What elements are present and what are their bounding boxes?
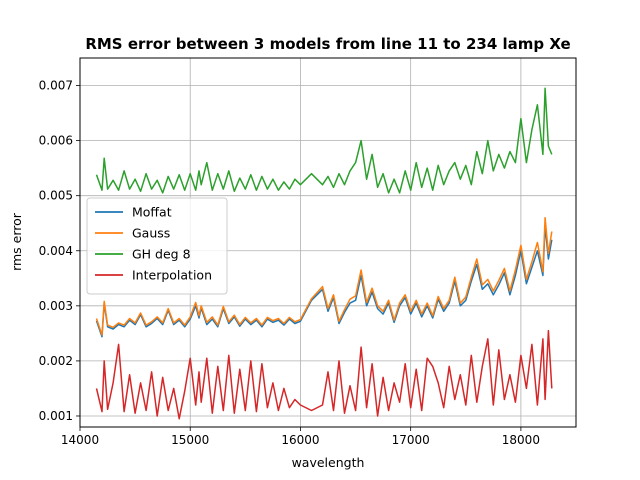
y-tick-label: 0.005 (39, 189, 73, 203)
y-tick-label: 0.003 (39, 299, 73, 313)
legend-label-moffat: Moffat (132, 205, 172, 220)
plot-frame (79, 57, 577, 428)
series-line-gauss (95, 216, 553, 336)
x-tick-label: 17000 (392, 433, 430, 447)
series-line-gh-deg-8 (95, 87, 553, 194)
chart-title: RMS error between 3 models from line 11 … (85, 35, 570, 53)
y-tick-label: 0.006 (39, 134, 73, 148)
series-line-interpolation (95, 329, 553, 420)
y-tick-label: 0.007 (39, 79, 73, 93)
legend-label-interpolation: Interpolation (132, 268, 212, 283)
legend-frame (86, 197, 228, 295)
y-tick-label: 0.004 (39, 244, 73, 258)
x-tick-label: 16000 (281, 433, 319, 447)
x-tick-label: 18000 (502, 433, 540, 447)
x-tick-label: 15000 (171, 433, 209, 447)
axis-ticks: 14000 15000 16000 17000 18000 0.001 0.002 0.003… (39, 79, 540, 447)
y-tick-label: 0.002 (39, 354, 73, 368)
y-tick-label: 0.001 (39, 409, 73, 423)
legend-label-gh-deg-8: GH deg 8 (132, 247, 191, 262)
x-axis-label: wavelength (292, 455, 365, 470)
legend-label-gauss: Gauss (132, 226, 170, 241)
legend: Moffat Gauss GH deg 8 Interpolation (86, 197, 228, 295)
x-tick-label: 14000 (61, 433, 99, 447)
y-axis-label: rms error (9, 212, 24, 271)
series-lines (95, 87, 553, 420)
